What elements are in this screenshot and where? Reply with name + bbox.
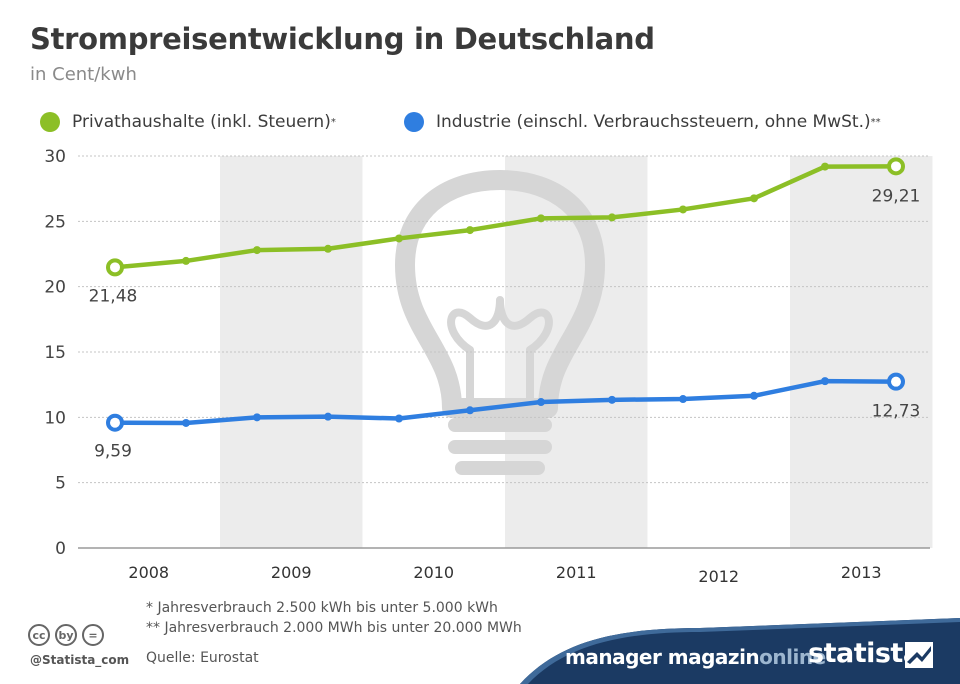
data-point-privathaushalte-4 [395,234,403,243]
x-tick-label-2011: 2011 [556,563,597,582]
by-icon: by [55,624,77,646]
manager-magazin-logo[interactable]: manager magazinonline [565,645,826,669]
data-point-privathaushalte-3 [324,244,332,253]
data-point-industrie-0 [106,413,124,432]
data-point-industrie-3 [324,412,332,421]
y-tick-label: 25 [44,212,66,232]
data-point-industrie-1 [182,418,190,427]
creative-commons-icons: cc by = [28,624,104,646]
y-tick-label: 20 [44,278,66,298]
legend-item-privathaushalte: Privathaushalte (inkl. Steuern) * [40,112,336,132]
year-band-2013 [790,156,933,548]
data-point-industrie-7 [608,395,616,404]
data-point-industrie-5 [466,406,474,415]
data-label-privathaushalte-end: 29,21 [872,186,921,206]
y-tick-label: 15 [44,343,66,363]
source-note: Quelle: Eurostat [146,650,259,666]
y-tick-label: 10 [44,408,66,428]
data-point-industrie-11 [887,372,905,391]
data-point-privathaushalte-0 [106,258,124,277]
nd-icon: = [82,624,104,646]
data-label-industrie-end: 12,73 [872,402,921,422]
data-point-privathaushalte-11 [887,157,905,176]
y-tick-label: 0 [55,539,66,559]
statista-logo[interactable]: statista [808,638,921,669]
data-point-privathaushalte-10 [821,162,829,171]
data-label-privathaushalte-start: 21,48 [89,286,138,306]
y-tick-label: 30 [44,147,66,167]
data-point-industrie-4 [395,414,403,423]
legend-swatch-green [40,112,60,132]
cc-icon: cc [28,624,50,646]
data-point-privathaushalte-2 [253,246,261,255]
chart-title: Strompreisentwicklung in Deutschland [30,22,655,56]
y-tick-label: 5 [55,474,66,494]
partner-name: manager magazin [565,645,760,669]
statista-handle[interactable]: @Statista_com [30,653,130,667]
data-point-privathaushalte-6 [537,214,545,223]
data-point-industrie-6 [537,398,545,407]
x-tick-label-2010: 2010 [413,563,454,582]
data-point-privathaushalte-1 [182,256,190,265]
data-point-industrie-2 [253,413,261,422]
legend-mark-privathaushalte: * [330,116,336,128]
data-point-industrie-8 [679,395,687,404]
footnote-1: * Jahresverbrauch 2.500 kWh bis unter 5.… [146,600,498,616]
legend-item-industrie: Industrie (einschl. Verbrauchssteuern, o… [404,112,881,132]
footnote-2: ** Jahresverbrauch 2.000 MWh bis unter 2… [146,620,522,636]
legend-mark-industrie: ** [870,116,881,128]
statista-logo-icon [905,642,933,668]
legend-label-industrie: Industrie (einschl. Verbrauchssteuern, o… [436,112,871,132]
x-tick-label-2008: 2008 [128,563,169,582]
partner-suffix: online [759,645,826,669]
data-point-privathaushalte-9 [750,194,758,203]
lightbulb-icon [395,170,605,475]
x-tick-label-2012: 2012 [698,567,739,586]
x-tick-label-2009: 2009 [271,563,312,582]
data-point-privathaushalte-5 [466,226,474,235]
legend-swatch-blue [404,112,424,132]
data-point-privathaushalte-7 [608,213,616,222]
data-label-industrie-start: 9,59 [94,442,132,462]
series-line-privathaushalte [112,164,899,270]
footnotes: * Jahresverbrauch 2.500 kWh bis unter 5.… [146,598,522,638]
x-tick-label-2013: 2013 [841,563,882,582]
legend-label-privathaushalte: Privathaushalte (inkl. Steuern) [72,112,331,132]
data-point-privathaushalte-8 [679,205,687,214]
data-point-industrie-9 [750,391,758,400]
chart-subtitle: in Cent/kwh [30,64,137,85]
series-line-industrie [112,378,899,426]
data-point-industrie-10 [821,377,829,386]
